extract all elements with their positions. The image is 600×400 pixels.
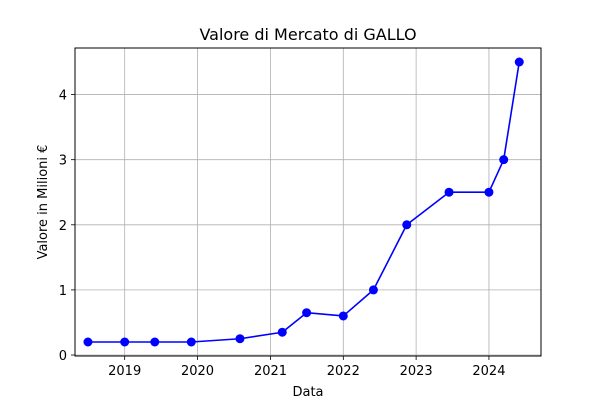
data-point — [338, 311, 348, 321]
x-tick-label: 2019 — [108, 364, 141, 379]
grid — [75, 48, 541, 356]
data-point — [484, 187, 494, 197]
x-tick-label: 2021 — [254, 364, 287, 379]
x-tick-label: 2024 — [472, 364, 505, 379]
y-tick-label: 0 — [59, 349, 67, 364]
y-axis-label: Valore in Milioni € — [36, 145, 51, 260]
data-point — [444, 187, 454, 197]
series-line — [87, 61, 521, 343]
data-point — [150, 337, 160, 347]
data-point — [368, 285, 378, 295]
x-tick-label: 2020 — [181, 364, 214, 379]
y-axis: 0 1 2 3 4 — [59, 89, 75, 364]
data-point — [402, 220, 412, 230]
series-layer — [83, 57, 524, 347]
data-point — [83, 337, 93, 347]
y-tick-label: 1 — [59, 284, 67, 299]
x-tick-label: 2022 — [327, 364, 360, 379]
x-axis: 2019 2020 2021 2022 2023 2024 — [108, 356, 505, 379]
data-point — [302, 308, 312, 318]
x-tick-label: 2023 — [400, 364, 433, 379]
data-point — [514, 57, 524, 67]
x-axis-label: Data — [292, 385, 323, 400]
data-point — [499, 155, 509, 165]
y-tick-label: 2 — [59, 219, 67, 234]
plot-frame — [74, 47, 542, 357]
data-point — [277, 327, 287, 337]
chart-title: Valore di Mercato di GALLO — [199, 25, 416, 44]
y-tick-label: 4 — [59, 89, 67, 104]
data-point — [186, 337, 196, 347]
data-point — [235, 334, 245, 344]
y-tick-label: 3 — [59, 154, 67, 169]
data-point — [120, 337, 130, 347]
